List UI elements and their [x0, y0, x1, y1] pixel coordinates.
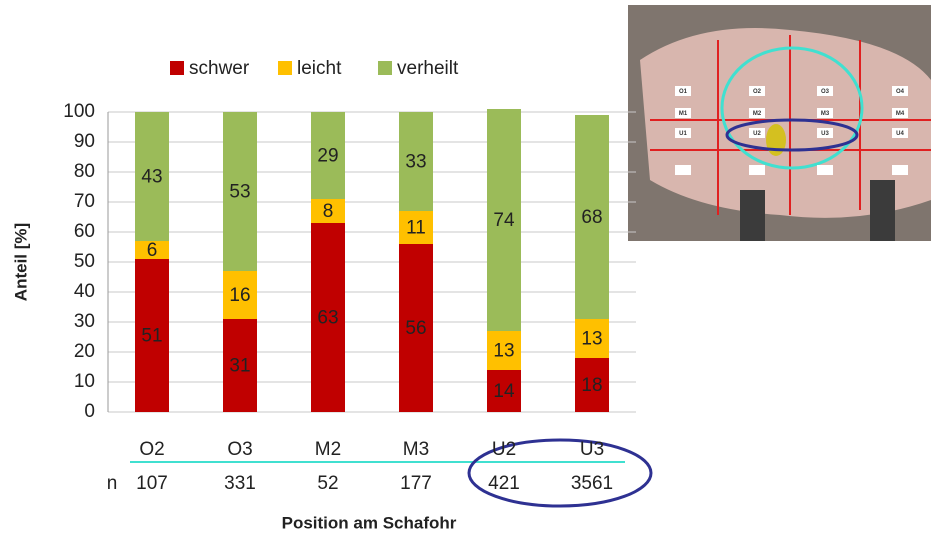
y-tick-label: 90 — [74, 131, 95, 152]
chart: Anteil [%] Position am Schafohr n O1 O2 O3… — [0, 0, 931, 541]
data-label: 8 — [323, 201, 334, 222]
y-tick-label: 70 — [74, 191, 95, 212]
data-label: 63 — [317, 308, 338, 329]
legend-label: verheilt — [397, 58, 459, 79]
data-label: 29 — [317, 146, 338, 167]
sample-size: 107 — [136, 473, 168, 494]
data-label: 13 — [493, 341, 514, 362]
data-label: 6 — [147, 240, 158, 261]
sample-size: 331 — [224, 473, 256, 494]
sample-size: 421 — [488, 473, 520, 494]
y-tick-label: 0 — [84, 401, 95, 422]
legend-label: leicht — [297, 58, 342, 79]
data-label: 13 — [581, 329, 602, 350]
photo-inset: O1 O2 O3 O4 M1 M2 M3 M4 U1 U2 U3 U4 — [628, 5, 931, 241]
photo-label: U4 — [896, 131, 904, 137]
data-label: 16 — [229, 285, 250, 306]
data-label: 56 — [405, 318, 426, 339]
sample-size: 177 — [400, 473, 432, 494]
y-tick-label: 80 — [74, 161, 95, 182]
data-label: 51 — [141, 326, 162, 347]
data-label: 31 — [229, 356, 250, 377]
photo-label: M3 — [821, 111, 830, 117]
photo-shape — [870, 180, 895, 241]
photo-label-box — [892, 165, 908, 175]
legend-swatch — [170, 61, 184, 75]
photo-label: O1 — [679, 89, 688, 95]
photo-label: O2 — [753, 89, 762, 95]
x-tick-label: U3 — [580, 439, 604, 460]
data-label: 74 — [493, 210, 515, 231]
legend-swatch — [378, 61, 392, 75]
data-label: 68 — [581, 207, 602, 228]
photo-label-box — [675, 165, 691, 175]
data-label: 11 — [406, 218, 426, 239]
y-axis-title: Anteil [%] — [11, 223, 30, 301]
data-label: 53 — [229, 182, 250, 203]
photo-label: O3 — [821, 89, 830, 95]
sample-size: 52 — [317, 473, 338, 494]
photo-label: M1 — [679, 111, 688, 117]
legend-label: schwer — [189, 58, 250, 79]
legend-swatch — [278, 61, 292, 75]
y-tick-label: 50 — [74, 251, 95, 272]
data-label: 18 — [581, 375, 602, 396]
x-tick-label: M2 — [315, 439, 341, 460]
y-tick-label: 30 — [74, 311, 95, 332]
y-tick-label: 20 — [74, 341, 95, 362]
sample-size: 3561 — [571, 473, 613, 494]
data-label: 14 — [493, 381, 515, 402]
x-axis-title: Position am Schafohr — [282, 513, 457, 532]
photo-label: M2 — [753, 111, 762, 117]
photo-label: U3 — [821, 131, 829, 137]
photo-label: M4 — [896, 111, 905, 117]
x-tick-label: U2 — [492, 439, 516, 460]
photo-label: U2 — [753, 131, 761, 137]
data-label: 33 — [405, 152, 426, 173]
data-label: 43 — [141, 167, 162, 188]
photo-label-box — [817, 165, 833, 175]
y-tick-label: 10 — [74, 371, 95, 392]
photo-label: O4 — [896, 89, 905, 95]
x-tick-label: O3 — [227, 439, 252, 460]
y-tick-label: 60 — [74, 221, 95, 242]
x-tick-label: M3 — [403, 439, 429, 460]
y-tick-label: 100 — [63, 101, 95, 122]
photo-shape — [740, 190, 765, 241]
n-label: n — [107, 473, 118, 494]
photo-label-box — [749, 165, 765, 175]
y-tick-label: 40 — [74, 281, 95, 302]
photo-label: U1 — [679, 131, 687, 137]
x-tick-label: O2 — [139, 439, 164, 460]
